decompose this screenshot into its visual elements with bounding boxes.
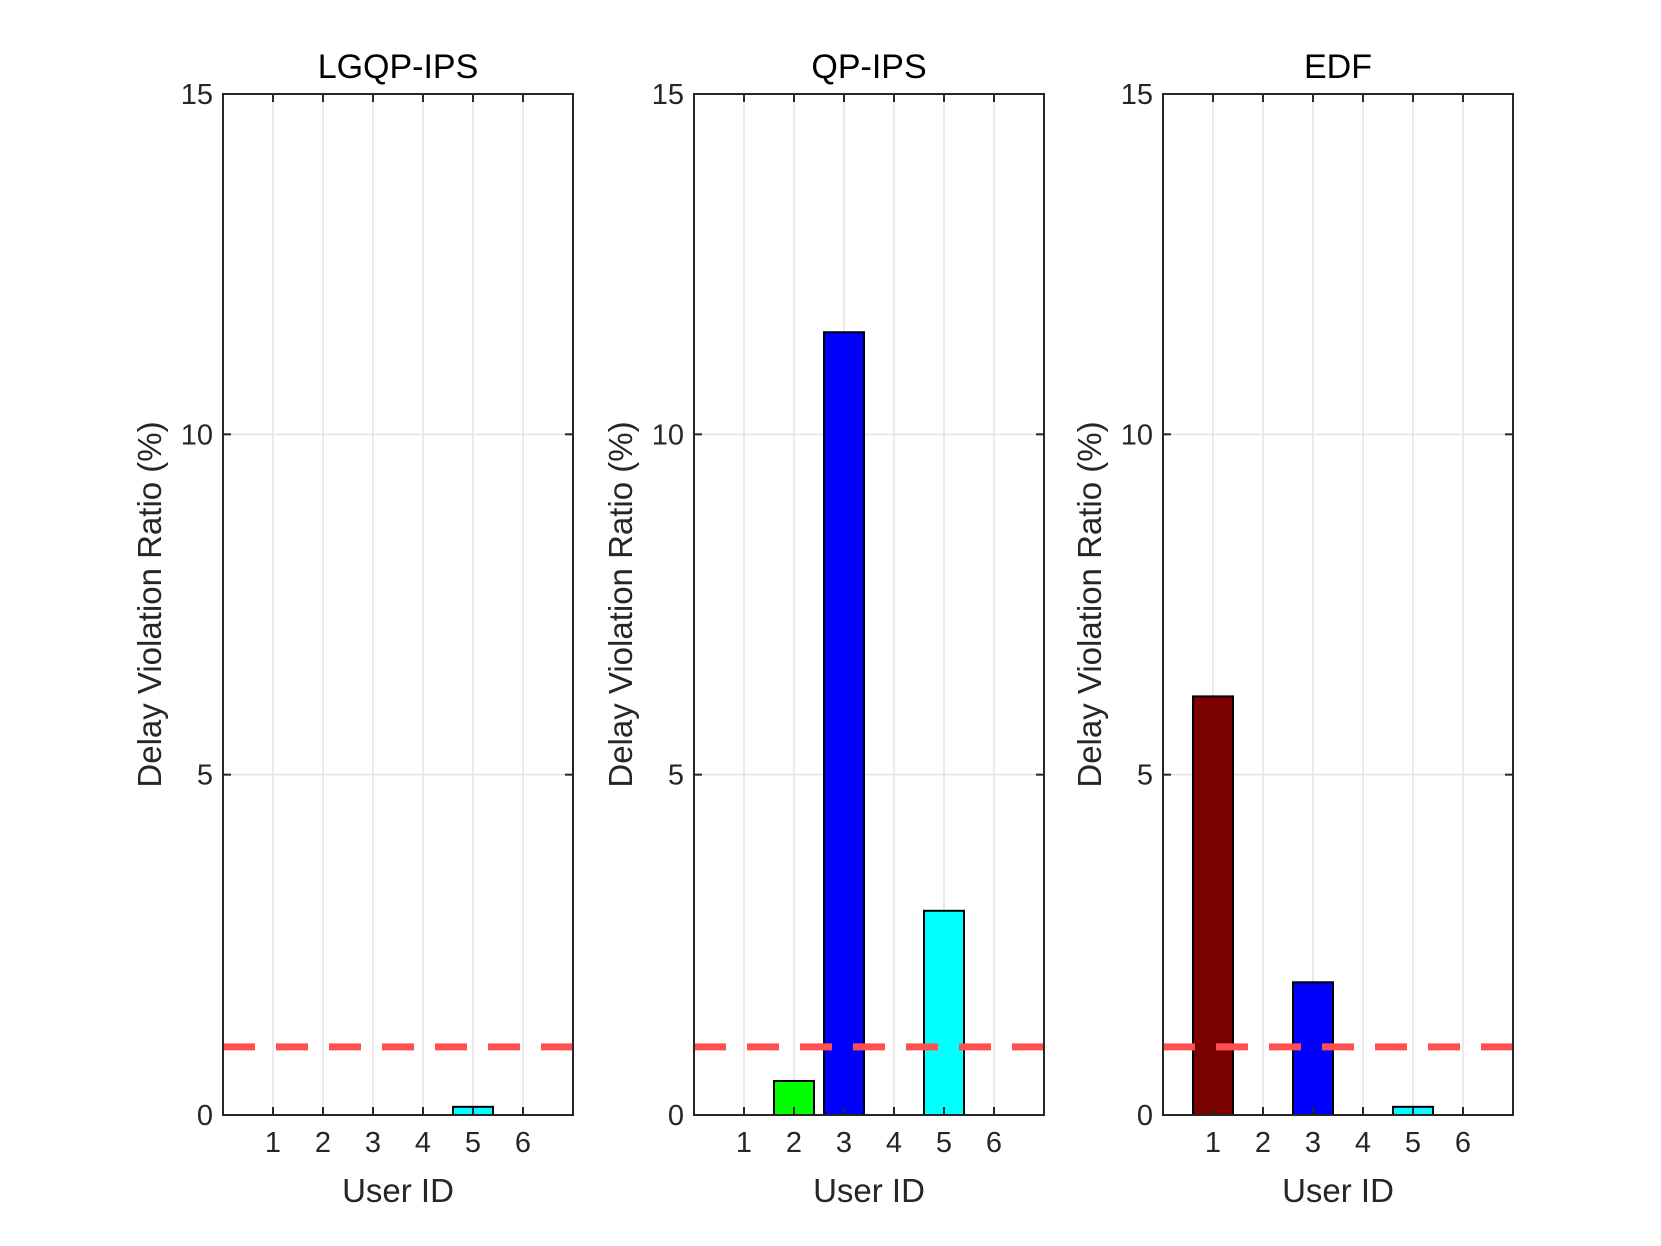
- panel-1-y-axis-label: Delay Violation Ratio (%): [131, 421, 168, 787]
- panel-3-x-tick-label-1: 1: [1205, 1127, 1221, 1159]
- panel-2-y-tick-label-15: 15: [652, 79, 684, 111]
- panel-3-axes-box: [1162, 93, 1514, 1116]
- panel-2-bar-user-3: [823, 331, 865, 1116]
- panel-3-y-axis-label: Delay Violation Ratio (%): [1071, 421, 1108, 787]
- panel-2-y-tick-label-0: 0: [668, 1100, 684, 1132]
- panel-1-y-tick-label-0: 0: [197, 1100, 213, 1132]
- panel-2-x-tick-label-5: 5: [936, 1127, 952, 1159]
- panel-1-x-axis-label: User ID: [342, 1172, 454, 1209]
- panel-2-x-tick-label-3: 3: [836, 1127, 852, 1159]
- panel-2-y-tick-label-10: 10: [652, 419, 684, 451]
- panel-1-plot-area: [223, 94, 573, 1115]
- panel-1-x-tick-label-6: 6: [515, 1127, 531, 1159]
- panel-3-x-tick-label-3: 3: [1305, 1127, 1321, 1159]
- panel-2-axes-box: [693, 93, 1045, 1116]
- panel-2-x-tick-label-1: 1: [736, 1127, 752, 1159]
- panel-2-bar-user-5: [923, 909, 965, 1116]
- panel-3-y-tick-label-0: 0: [1137, 1100, 1153, 1132]
- panel-1-title: LGQP-IPS: [318, 48, 479, 86]
- panel-3-y-tick-label-15: 15: [1121, 79, 1153, 111]
- panel-2-x-tick-label-2: 2: [786, 1127, 802, 1159]
- panel-2-plot-area: [694, 94, 1044, 1115]
- panel-3-bar-user-1: [1192, 695, 1234, 1116]
- panel-1-y-tick-label-5: 5: [197, 760, 213, 792]
- panel-3-title: EDF: [1304, 48, 1372, 86]
- panel-3-x-tick-label-4: 4: [1355, 1127, 1371, 1159]
- panel-2-x-tick-label-4: 4: [886, 1127, 902, 1159]
- panel-1-x-tick-label-4: 4: [415, 1127, 431, 1159]
- panel-3-x-axis-label: User ID: [1282, 1172, 1394, 1209]
- panel-2-y-tick-label-5: 5: [668, 760, 684, 792]
- panel-2-y-axis-label: Delay Violation Ratio (%): [602, 421, 639, 787]
- panel-3-x-tick-label-2: 2: [1255, 1127, 1271, 1159]
- panel-1-x-tick-label-5: 5: [465, 1127, 481, 1159]
- panel-1-y-tick-label-15: 15: [181, 79, 213, 111]
- panel-1-x-tick-label-1: 1: [265, 1127, 281, 1159]
- panel-1-x-tick-label-2: 2: [315, 1127, 331, 1159]
- panel-3-y-tick-label-10: 10: [1121, 419, 1153, 451]
- panel-2-x-tick-label-6: 6: [986, 1127, 1002, 1159]
- panel-3-y-tick-label-5: 5: [1137, 760, 1153, 792]
- panel-3-x-tick-label-5: 5: [1405, 1127, 1421, 1159]
- panel-1-axes-box: [222, 93, 574, 1116]
- panel-2-title: QP-IPS: [811, 48, 926, 86]
- panel-1-y-tick-label-10: 10: [181, 419, 213, 451]
- panel-1-x-tick-label-3: 3: [365, 1127, 381, 1159]
- panel-3-x-tick-label-6: 6: [1455, 1127, 1471, 1159]
- panel-2-x-axis-label: User ID: [813, 1172, 925, 1209]
